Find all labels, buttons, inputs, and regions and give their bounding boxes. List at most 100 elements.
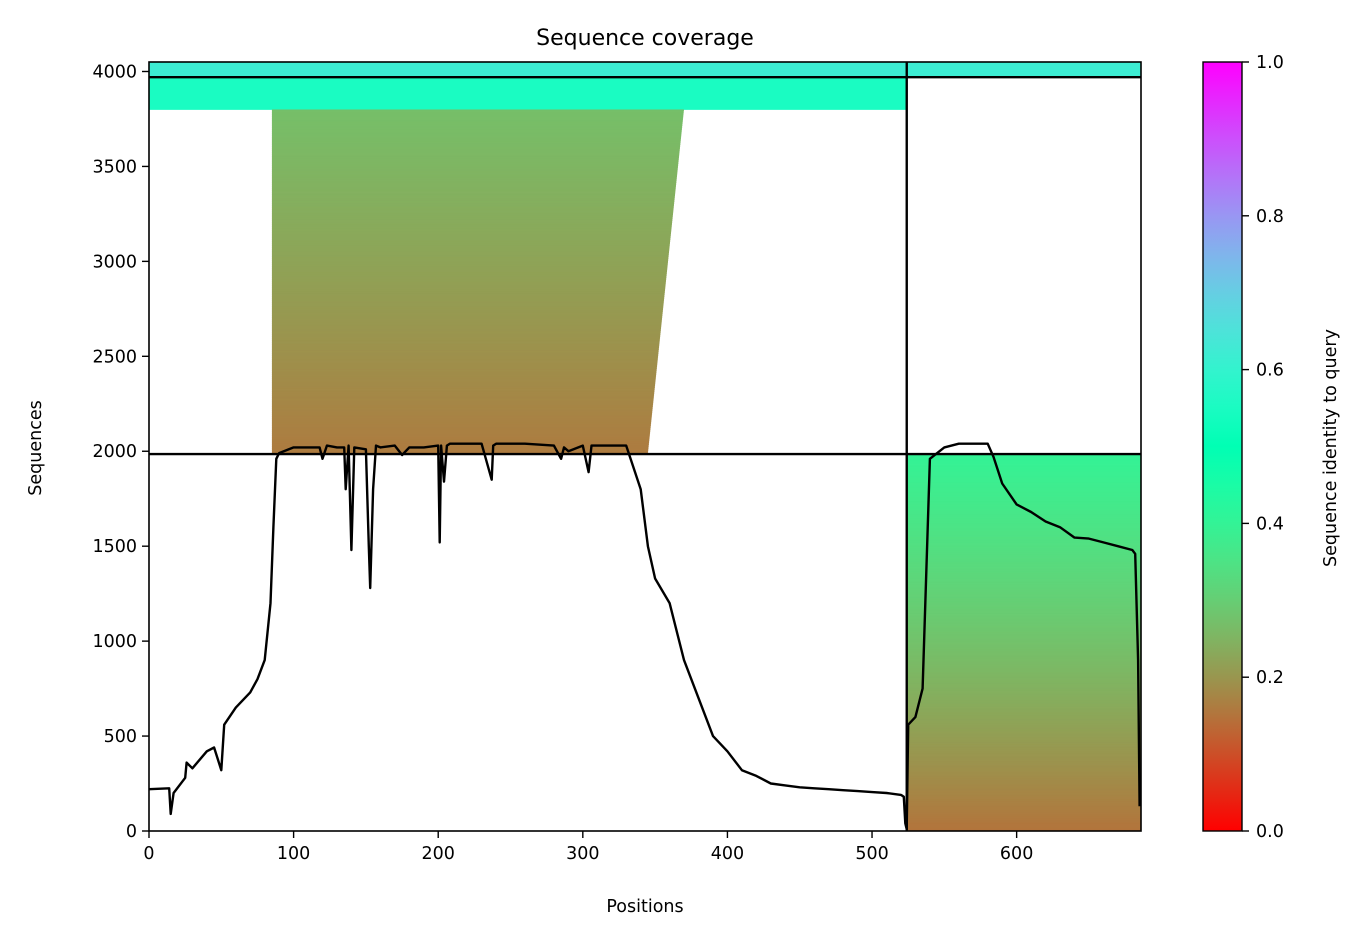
coverage-strip <box>906 718 1141 722</box>
coverage-strip <box>271 133 682 136</box>
coverage-strip <box>271 408 653 411</box>
coverage-strip <box>271 399 654 402</box>
coverage-strip <box>271 224 672 227</box>
coverage-strip <box>906 605 1141 608</box>
coverage-strip <box>271 418 652 421</box>
coverage-strip <box>906 755 1141 758</box>
coverage-strip <box>906 679 1141 682</box>
coverage-strip <box>149 79 907 82</box>
coverage-strip <box>906 794 1141 798</box>
coverage-strip <box>906 741 1141 745</box>
coverage-strip <box>271 212 673 216</box>
coverage-strip <box>149 63 1141 67</box>
coverage-strip <box>271 374 657 377</box>
y-axis-label: Sequences <box>26 400 46 495</box>
x-axis-ticks: 0 100 200 300 400 500 600 <box>143 831 1033 864</box>
coverage-strip <box>906 548 1141 551</box>
coverage-strip <box>271 231 671 235</box>
coverage-strip <box>271 305 664 309</box>
y-tick-label: 3000 <box>92 252 137 272</box>
coverage-strip <box>271 321 662 324</box>
coverage-strip <box>271 207 674 210</box>
coverage-strip <box>906 498 1141 502</box>
coverage-strip <box>906 504 1141 507</box>
coverage-strip <box>149 82 907 86</box>
coverage-strip <box>906 665 1141 669</box>
coverage-strip <box>271 324 662 328</box>
coverage-strip <box>906 629 1141 633</box>
coverage-strip <box>271 247 670 250</box>
coverage-strip <box>906 472 1141 475</box>
coverage-strip <box>906 793 1141 796</box>
coverage-strip <box>906 701 1141 705</box>
coverage-strip <box>906 589 1141 593</box>
coverage-strip <box>906 779 1141 783</box>
coverage-strip <box>906 781 1141 784</box>
coverage-strip <box>906 667 1141 671</box>
coverage-strip <box>906 756 1141 760</box>
coverage-strip <box>906 766 1141 769</box>
coverage-strip <box>271 326 662 330</box>
coverage-strip <box>271 287 666 290</box>
coverage-strip <box>906 578 1141 581</box>
coverage-strip <box>906 798 1141 802</box>
coverage-strip <box>906 616 1141 619</box>
coverage-strip <box>906 669 1141 672</box>
coverage-strip <box>906 468 1141 471</box>
coverage-strip <box>906 568 1141 572</box>
coverage-strip <box>271 211 674 214</box>
x-tick-label: 100 <box>277 844 310 864</box>
y-tick-label: 0 <box>126 822 137 842</box>
coverage-strip <box>271 157 679 161</box>
coverage-strip <box>906 540 1141 543</box>
coverage-strip <box>271 131 682 134</box>
coverage-strip <box>271 437 650 440</box>
coverage-strip <box>271 400 654 404</box>
coverage-strip <box>271 169 678 172</box>
coverage-strip <box>906 633 1141 636</box>
coverage-strip <box>906 455 1141 458</box>
x-tick-label: 0 <box>143 844 154 864</box>
coverage-strip <box>271 209 674 212</box>
plot-overlays <box>148 62 1141 831</box>
coverage-strip <box>906 593 1141 596</box>
coverage-strip <box>906 597 1141 600</box>
coverage-strip <box>906 494 1141 498</box>
coverage-strip <box>271 243 670 246</box>
coverage-strip <box>906 648 1141 652</box>
coverage-strip <box>906 783 1141 786</box>
colorbar-tick-label: 0.0 <box>1256 822 1284 842</box>
coverage-strip <box>271 163 679 166</box>
coverage-strip <box>906 574 1141 577</box>
coverage-strip <box>271 199 675 202</box>
coverage-strip <box>906 553 1141 557</box>
coverage-strip <box>906 557 1141 560</box>
coverage-strip <box>906 599 1141 602</box>
coverage-strip <box>271 262 668 265</box>
coverage-strip <box>271 279 667 282</box>
coverage-strip <box>149 67 1141 70</box>
coverage-strip <box>906 730 1141 733</box>
coverage-strip <box>271 334 661 337</box>
coverage-strip <box>271 414 652 417</box>
coverage-strip <box>906 703 1141 707</box>
coverage-strip <box>906 637 1141 640</box>
coverage-strip <box>906 493 1141 496</box>
coverage-strip <box>149 101 907 105</box>
coverage-strip <box>149 71 1141 74</box>
coverage-strip <box>149 90 907 93</box>
coverage-strip <box>906 758 1141 762</box>
coverage-strip <box>906 620 1141 623</box>
coverage-strip <box>271 343 660 347</box>
coverage-strip <box>271 381 656 385</box>
coverage-strip <box>906 722 1141 726</box>
coverage-strip <box>271 123 683 127</box>
coverage-strip <box>906 549 1141 553</box>
coverage-strip <box>906 813 1141 817</box>
coverage-strip <box>906 656 1141 659</box>
coverage-strip <box>906 775 1141 779</box>
coverage-strip <box>271 228 672 231</box>
coverage-strip <box>271 205 674 208</box>
coverage-strip <box>906 466 1141 469</box>
coverage-strip <box>906 717 1141 720</box>
